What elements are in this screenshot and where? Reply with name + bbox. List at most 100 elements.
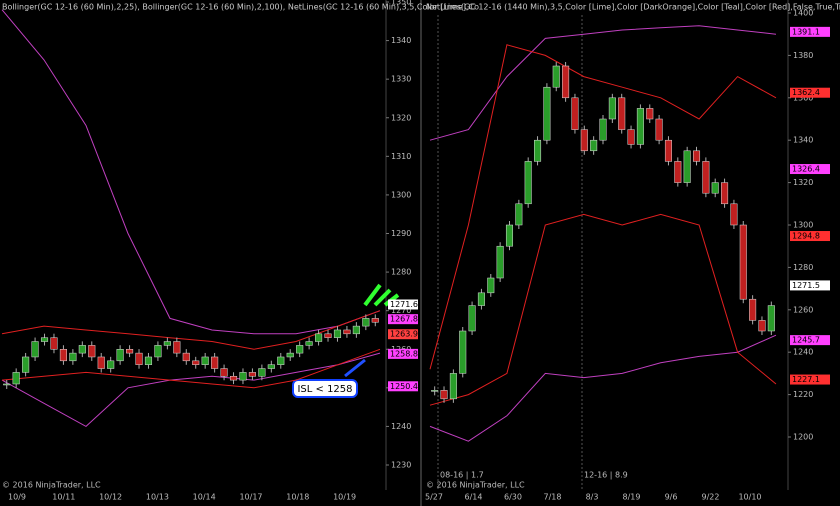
candle [40, 337, 49, 342]
band [429, 44, 777, 370]
candle [239, 372, 247, 381]
band [1, 352, 381, 428]
y-tick-label: 1230 [391, 461, 411, 470]
candle [496, 245, 504, 279]
candle [692, 150, 701, 162]
candle [468, 305, 476, 332]
candle [449, 373, 457, 400]
price-tag [388, 348, 418, 359]
x-tick-label: 10/14 [193, 493, 216, 502]
candle [459, 330, 467, 374]
price-tag [790, 26, 830, 37]
candle [371, 318, 379, 323]
price-tag-label: 1362.4 [792, 88, 820, 97]
candle [220, 368, 228, 377]
candle [702, 161, 710, 194]
left-header: Bollinger(GC 12-16 (60 Min),2,25), Bolli… [2, 3, 479, 12]
x-tick-label: 10/10 [738, 493, 761, 502]
copyright: © 2016 NinjaTrader, LLC [426, 481, 525, 490]
candle [655, 118, 663, 141]
copyright: © 2016 NinjaTrader, LLC [2, 481, 101, 490]
y-tick-label: 1200 [793, 433, 813, 442]
price-tag-label: 1271.6 [390, 300, 418, 309]
candle [22, 356, 30, 373]
price-tag [790, 231, 830, 242]
price-tag [790, 280, 830, 291]
candle [590, 139, 598, 152]
y-tick-label: 1310 [391, 152, 411, 161]
y-tick-label: 1300 [793, 221, 813, 230]
price-tag [388, 314, 418, 325]
price-tag-label: 1326.4 [792, 165, 820, 174]
price-tag [388, 381, 418, 392]
candle [362, 318, 370, 327]
candle [711, 182, 719, 194]
candle [315, 333, 323, 342]
candle [324, 333, 332, 338]
candle [767, 305, 775, 332]
price-tag-label: 1258.8 [390, 349, 418, 358]
annotation-box [292, 379, 358, 398]
candle [59, 349, 67, 362]
candle [333, 329, 342, 338]
candle [173, 341, 181, 354]
y-tick-label: 1380 [793, 51, 813, 60]
y-tick-label: 1330 [391, 75, 411, 84]
y-tick-label: 1360 [793, 93, 813, 102]
candle [248, 372, 256, 377]
candle [78, 345, 86, 354]
band [1, 310, 381, 350]
candle [440, 390, 448, 400]
y-tick-label: 1400 [793, 9, 813, 18]
x-tick-label: 9/22 [702, 493, 720, 502]
x-tick-label: 10/9 [8, 493, 26, 502]
band [429, 213, 777, 406]
x-tick-label: 6/14 [465, 493, 483, 502]
candle [305, 341, 313, 346]
candle [201, 356, 209, 365]
x-tick-label: 7/18 [544, 493, 562, 502]
candle [571, 97, 579, 130]
y-tick-label: 1280 [391, 268, 411, 277]
candle [646, 108, 654, 120]
x-tick-label: 10/19 [333, 493, 356, 502]
price-tag [790, 87, 830, 98]
candle [229, 376, 238, 381]
y-tick-label: 1290 [391, 229, 411, 238]
candle [739, 224, 747, 300]
arrow [344, 358, 366, 378]
x-tick-label: 10/12 [99, 493, 122, 502]
candle [12, 372, 20, 385]
candle [267, 364, 275, 369]
x-tick-label: 10/17 [239, 493, 262, 502]
candle [524, 161, 532, 205]
y-tick-label: 1340 [391, 36, 411, 45]
candle [211, 356, 219, 369]
candle [258, 368, 266, 377]
price-tag-label: 1227.1 [792, 375, 820, 384]
band [1, 348, 381, 389]
y-tick-label: 1240 [793, 348, 813, 357]
y-tick-label: 1280 [793, 263, 813, 272]
candle [580, 129, 588, 152]
candle [627, 129, 635, 145]
candle [515, 203, 523, 226]
band [1, 9, 381, 335]
annotation: ISL < 1258 [297, 384, 352, 395]
x-tick-label: 10/13 [146, 493, 169, 502]
candle [107, 360, 115, 369]
price-tag-label: 1267.8 [390, 315, 418, 324]
candle [286, 352, 294, 358]
candle [758, 320, 766, 332]
price-tag-label: 1391.1 [792, 27, 820, 36]
y-tick-label: 1240 [391, 422, 411, 431]
x-tick-label: 5/27 [425, 493, 443, 502]
y-tick-label: 1320 [793, 178, 813, 187]
price-tag [790, 374, 830, 385]
candle [562, 65, 570, 99]
candle [543, 86, 551, 141]
candle [50, 337, 58, 350]
candle [618, 97, 626, 130]
contract-note: 12-16 | 8.9 [584, 471, 628, 480]
price-tag [388, 329, 418, 340]
